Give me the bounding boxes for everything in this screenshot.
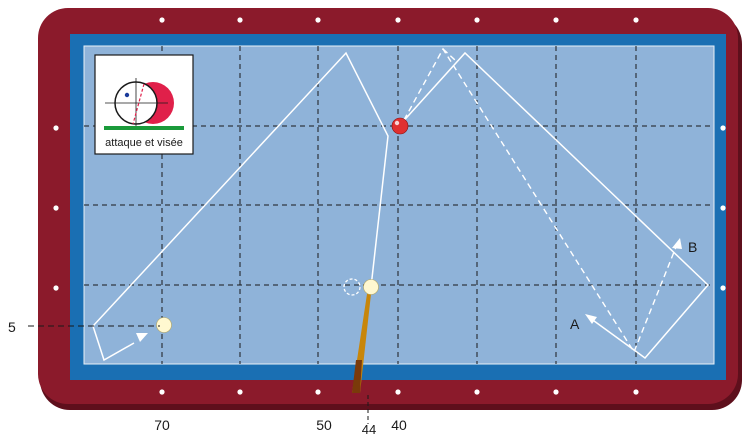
diamond-marker (474, 17, 480, 23)
diamond-marker (633, 17, 639, 23)
alternate-path-arrowhead-b (672, 238, 682, 249)
object-path-arrowhead-a (585, 314, 597, 324)
inset-caption: attaque et visée (105, 137, 183, 149)
diamond-marker (315, 17, 321, 23)
label-point-b: B (688, 239, 697, 255)
ghost-ball (343, 278, 361, 296)
red-ball (391, 117, 409, 135)
label-bottom-44: 44 (362, 422, 376, 434)
aim-diagram-inset: attaque et visée (94, 54, 194, 155)
label-left-marker: 5 (8, 319, 16, 335)
diamond-marker (53, 205, 59, 211)
label-bottom-70: 70 (154, 417, 170, 433)
alternate-path-start (442, 48, 456, 61)
diamond-marker (720, 125, 726, 131)
cue-ball (363, 279, 379, 295)
diamond-marker (720, 205, 726, 211)
diamonds-right (720, 125, 726, 291)
label-bottom-40: 40 (391, 417, 407, 433)
diamond-marker (159, 17, 165, 23)
object-ball-path (398, 51, 710, 360)
white-ball-icon (156, 317, 172, 333)
diamonds-bottom (159, 389, 639, 395)
diamond-marker (315, 389, 321, 395)
diamond-marker (159, 389, 165, 395)
cue-butt (352, 360, 362, 393)
diamond-marker (53, 285, 59, 291)
diamond-marker (237, 389, 243, 395)
second-ball (156, 317, 172, 333)
diamond-marker (395, 389, 401, 395)
inset-aim-line (132, 83, 145, 125)
cue-ball-icon (363, 279, 379, 295)
diamonds-left (53, 125, 59, 291)
inset-contact-dot (124, 92, 130, 98)
cue-stick-icon (352, 294, 371, 393)
cue-ball-path (92, 51, 389, 362)
label-point-a: A (570, 316, 580, 332)
diamonds-top (159, 17, 639, 23)
red-ball-icon (391, 117, 409, 135)
red-ball-highlight (394, 120, 400, 126)
diamond-marker (553, 389, 559, 395)
diamond-marker (633, 389, 639, 395)
diamond-marker (553, 17, 559, 23)
diamond-marker (53, 125, 59, 131)
cue-path-arrowhead (136, 333, 148, 342)
diamond-marker (720, 285, 726, 291)
label-bottom-50: 50 (316, 417, 332, 433)
alternate-path (403, 47, 677, 354)
diamond-marker (474, 389, 480, 395)
diamond-marker (395, 17, 401, 23)
diamond-marker (237, 17, 243, 23)
